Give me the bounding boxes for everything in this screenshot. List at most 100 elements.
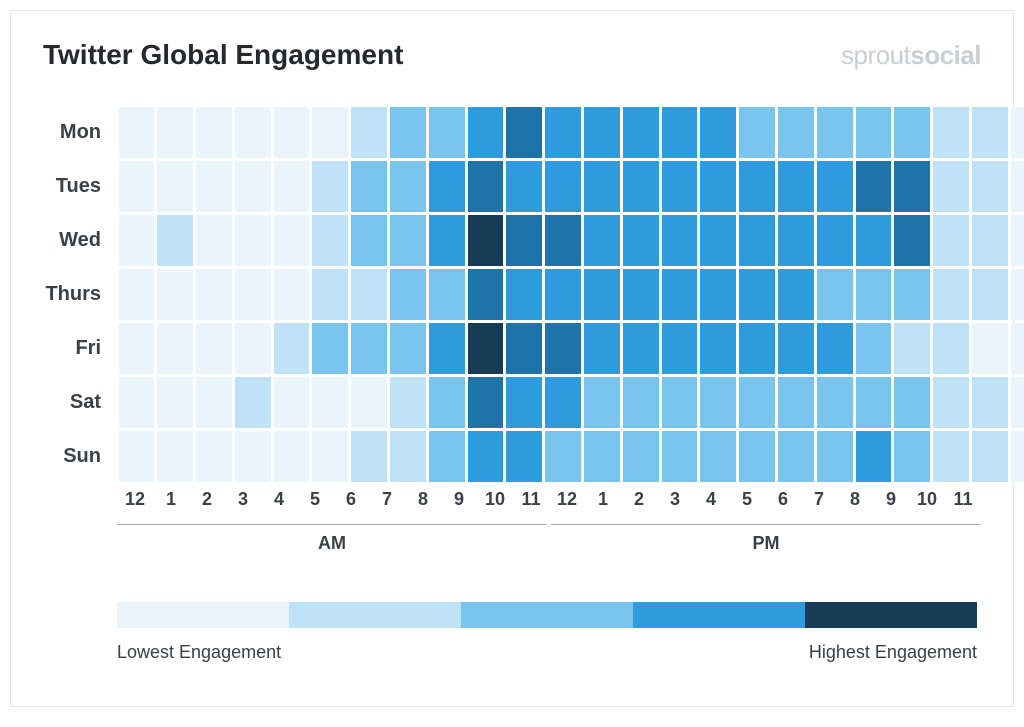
legend-segment xyxy=(633,602,805,628)
heatmap-cell xyxy=(1011,323,1024,374)
heatmap-cell xyxy=(972,377,1008,428)
heatmap-cell xyxy=(817,107,853,158)
heatmap-cell xyxy=(235,215,271,266)
heatmap-cell xyxy=(584,269,620,320)
heatmap-cell xyxy=(351,215,387,266)
heatmap-cell xyxy=(972,215,1008,266)
heatmap-cell xyxy=(933,323,969,374)
heatmap-cell xyxy=(157,323,193,374)
x-label: 3 xyxy=(657,489,693,510)
x-label: 10 xyxy=(909,489,945,510)
heatmap-cell xyxy=(119,107,155,158)
heatmap-cell xyxy=(972,269,1008,320)
x-axis-labels: 121234567891011121234567891011 xyxy=(117,489,981,510)
heatmap-cell xyxy=(196,431,232,482)
heatmap-cell xyxy=(584,323,620,374)
y-label: Fri xyxy=(43,321,109,375)
heatmap-cell xyxy=(739,215,775,266)
heatmap-cell xyxy=(468,377,504,428)
heatmap-cell xyxy=(196,377,232,428)
heatmap-cell xyxy=(623,431,659,482)
heatmap-cell xyxy=(119,215,155,266)
heatmap-cell xyxy=(157,377,193,428)
heatmap-cell xyxy=(817,215,853,266)
heatmap-row xyxy=(117,429,1024,483)
heatmap-cell xyxy=(972,431,1008,482)
x-label: 4 xyxy=(693,489,729,510)
heatmap-cell xyxy=(623,161,659,212)
x-label: 8 xyxy=(837,489,873,510)
heatmap-cell xyxy=(662,323,698,374)
heatmap-cell xyxy=(274,431,310,482)
legend-labels: Lowest Engagement Highest Engagement xyxy=(117,642,977,663)
x-label: 2 xyxy=(189,489,225,510)
heatmap-cell xyxy=(274,161,310,212)
heatmap-cell xyxy=(468,161,504,212)
x-label: 1 xyxy=(585,489,621,510)
legend-segment xyxy=(461,602,633,628)
heatmap-cell xyxy=(584,431,620,482)
x-label: 4 xyxy=(261,489,297,510)
heatmap-row xyxy=(117,213,1024,267)
heatmap-cell xyxy=(274,107,310,158)
heatmap: MonTuesWedThursFriSatSun xyxy=(43,105,981,483)
heatmap-cell xyxy=(157,107,193,158)
heatmap-cell xyxy=(700,269,736,320)
heatmap-row xyxy=(117,159,1024,213)
heatmap-cell xyxy=(739,161,775,212)
heatmap-cell xyxy=(700,215,736,266)
heatmap-cell xyxy=(817,377,853,428)
heatmap-cell xyxy=(623,269,659,320)
legend-segment xyxy=(117,602,289,628)
heatmap-cell xyxy=(1011,107,1024,158)
heatmap-cell xyxy=(739,377,775,428)
heatmap-cell xyxy=(351,377,387,428)
heatmap-cell xyxy=(700,431,736,482)
x-label: 5 xyxy=(297,489,333,510)
y-label: Tues xyxy=(43,159,109,213)
heatmap-cell xyxy=(894,161,930,212)
y-label: Sat xyxy=(43,375,109,429)
heatmap-cell xyxy=(739,107,775,158)
heatmap-grid xyxy=(117,105,1024,483)
heatmap-cell xyxy=(700,323,736,374)
legend-color-bar xyxy=(117,602,977,628)
heatmap-cell xyxy=(235,269,271,320)
x-label: 10 xyxy=(477,489,513,510)
legend-segment xyxy=(805,602,977,628)
heatmap-cell xyxy=(933,377,969,428)
heatmap-cell xyxy=(506,431,542,482)
heatmap-cell xyxy=(274,269,310,320)
heatmap-cell xyxy=(235,161,271,212)
heatmap-cell xyxy=(856,431,892,482)
heatmap-cell xyxy=(739,269,775,320)
heatmap-cell xyxy=(157,431,193,482)
heatmap-cell xyxy=(817,161,853,212)
brand-part2: social xyxy=(910,40,981,70)
heatmap-cell xyxy=(429,161,465,212)
x-label: 11 xyxy=(945,489,981,510)
heatmap-cell xyxy=(739,323,775,374)
chart-header: Twitter Global Engagement sproutsocial xyxy=(43,39,981,71)
heatmap-cell xyxy=(662,107,698,158)
heatmap-cell xyxy=(894,107,930,158)
heatmap-cell xyxy=(1011,161,1024,212)
legend-low-label: Lowest Engagement xyxy=(117,642,281,663)
y-label: Sun xyxy=(43,429,109,483)
heatmap-cell xyxy=(119,161,155,212)
heatmap-cell xyxy=(235,377,271,428)
heatmap-cell xyxy=(429,269,465,320)
heatmap-cell xyxy=(235,323,271,374)
heatmap-cell xyxy=(429,107,465,158)
heatmap-cell xyxy=(933,107,969,158)
heatmap-cell xyxy=(584,377,620,428)
heatmap-cell xyxy=(584,107,620,158)
x-label: 6 xyxy=(333,489,369,510)
heatmap-cell xyxy=(778,431,814,482)
legend-segment xyxy=(289,602,461,628)
x-label: 9 xyxy=(873,489,909,510)
chart-title: Twitter Global Engagement xyxy=(43,39,403,71)
heatmap-cell xyxy=(390,431,426,482)
heatmap-cell xyxy=(274,377,310,428)
heatmap-cell xyxy=(196,269,232,320)
